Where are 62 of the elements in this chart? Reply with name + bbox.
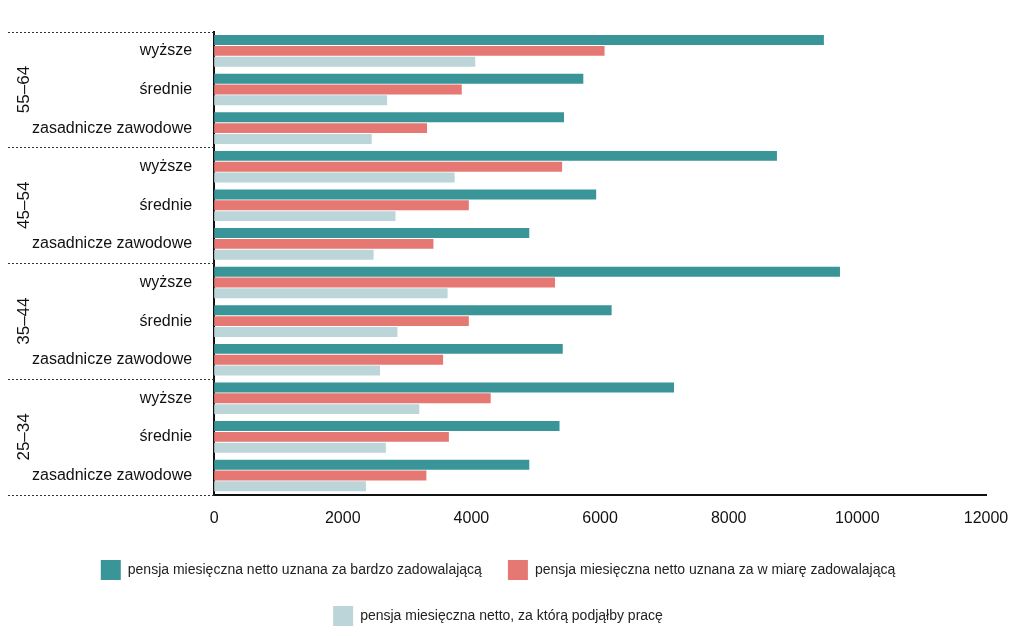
x-tick-label: 0 [209, 508, 219, 526]
bar [214, 305, 612, 316]
legend-label: pensja miesięczna netto uznana za w miarę zadowalającą [534, 560, 896, 577]
y-tick-label: wyższe [138, 157, 193, 175]
bar [214, 95, 388, 106]
y-tick-label: wyższe [138, 272, 193, 290]
y-tick-label: zasadnicze zawodowe [32, 350, 193, 368]
bar [214, 172, 455, 183]
y-tick-label: średnie [139, 195, 193, 213]
bar [214, 35, 824, 46]
y-tick-label: średnie [139, 79, 193, 97]
bar [214, 421, 560, 432]
bar [214, 288, 448, 299]
bar [214, 431, 449, 442]
x-tick-label: 4000 [453, 508, 490, 526]
x-tick-label: 8000 [710, 508, 747, 526]
bar [214, 161, 563, 172]
bar [214, 84, 462, 95]
bar [214, 112, 565, 123]
bar [214, 133, 372, 144]
y-tick-label: zasadnicze zawodowe [32, 118, 193, 136]
bar [214, 365, 381, 376]
bar [214, 189, 597, 200]
x-tick-label: 10000 [835, 508, 880, 526]
bar [214, 459, 530, 470]
bar [214, 56, 476, 67]
x-tick-label: 6000 [582, 508, 618, 526]
bar [214, 228, 530, 239]
x-tick-label: 12000 [963, 508, 1009, 526]
bar [214, 150, 777, 161]
bar [214, 200, 469, 211]
bar [214, 123, 428, 134]
text: 45–54 [13, 181, 33, 229]
text: 55–64 [13, 65, 33, 114]
bar [214, 382, 675, 393]
bar [214, 211, 396, 222]
bar [214, 404, 420, 415]
x-tick-label: 2000 [324, 508, 361, 526]
y-tick-label: wyższe [138, 41, 193, 59]
bar [214, 277, 556, 288]
y-tick-label: wyższe [138, 388, 193, 406]
bar [214, 73, 584, 84]
bar [214, 442, 386, 453]
bar [214, 316, 469, 327]
bar [214, 343, 563, 354]
legend-label: pensja miesięczna netto uznana za bardzo zadowalającą [127, 560, 483, 577]
bar [214, 45, 605, 56]
text: 25–34 [13, 413, 33, 461]
y-tick-label: średnie [139, 427, 193, 445]
bar [214, 238, 434, 249]
y-tick-label: zasadnicze zawodowe [32, 234, 193, 252]
y-tick-label: średnie [139, 311, 193, 329]
bar [214, 354, 444, 365]
text: 35–44 [13, 297, 33, 345]
y-tick-label: zasadnicze zawodowe [32, 465, 193, 483]
bar [214, 249, 374, 260]
bar [214, 393, 491, 404]
bar [214, 326, 398, 337]
bar [214, 481, 366, 492]
bar [214, 266, 840, 277]
legend-label: pensja miesięczna netto, za którą podjąłby pracę [360, 606, 664, 623]
bar [214, 470, 427, 481]
